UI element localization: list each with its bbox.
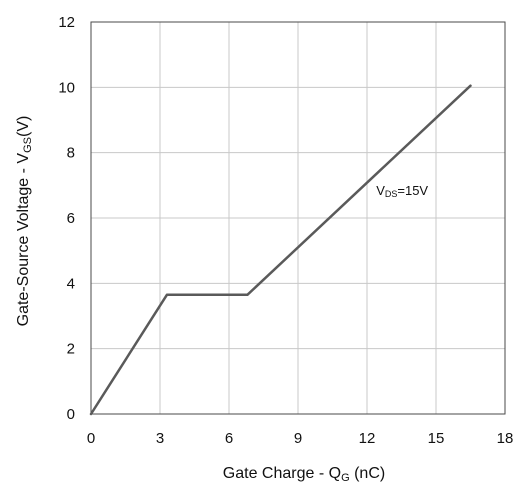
x-axis-title-main: Gate Charge - Q bbox=[223, 465, 341, 482]
y-tick-label: 12 bbox=[58, 14, 75, 31]
y-tick-label: 2 bbox=[67, 341, 75, 358]
y-tick-label: 6 bbox=[67, 210, 75, 227]
y-tick-labels: 0 2 4 6 8 10 12 bbox=[58, 14, 75, 423]
annotations: VDS=15V bbox=[376, 183, 428, 199]
x-tick-label: 9 bbox=[294, 430, 302, 447]
y-tick-label: 4 bbox=[67, 275, 75, 292]
y-axis-title-main: Gate-Source Voltage - V bbox=[15, 153, 32, 327]
vds-annotation-sub: DS bbox=[385, 189, 398, 199]
x-tick-label: 12 bbox=[359, 430, 376, 447]
x-axis-title-sub: G bbox=[341, 472, 350, 484]
y-tick-label: 0 bbox=[67, 406, 75, 423]
y-axis-title-unit: (V) bbox=[15, 116, 32, 137]
y-axis-title: Gate-Source Voltage - VGS(V) bbox=[15, 116, 34, 327]
vds-annotation-main: V bbox=[376, 183, 385, 198]
x-tick-label: 0 bbox=[87, 430, 95, 447]
y-axis-title-sub: GS bbox=[22, 137, 34, 153]
x-tick-labels: 0 3 6 9 12 15 18 bbox=[87, 430, 514, 447]
series-layer bbox=[89, 84, 472, 416]
series-line bbox=[89, 84, 472, 416]
y-tick-label: 10 bbox=[58, 79, 75, 96]
vds-annotation-value: =15V bbox=[397, 183, 428, 198]
y-tick-label: 8 bbox=[67, 145, 75, 162]
x-axis-title-unit: (nC) bbox=[350, 465, 386, 482]
grid bbox=[91, 22, 505, 414]
x-tick-label: 15 bbox=[428, 430, 445, 447]
plot-frame bbox=[90, 21, 506, 415]
x-tick-label: 3 bbox=[156, 430, 164, 447]
x-axis-title: Gate Charge - QG (nC) bbox=[223, 465, 385, 484]
x-tick-label: 6 bbox=[225, 430, 233, 447]
vds-annotation: VDS=15V bbox=[376, 183, 428, 199]
x-tick-label: 18 bbox=[497, 430, 514, 447]
